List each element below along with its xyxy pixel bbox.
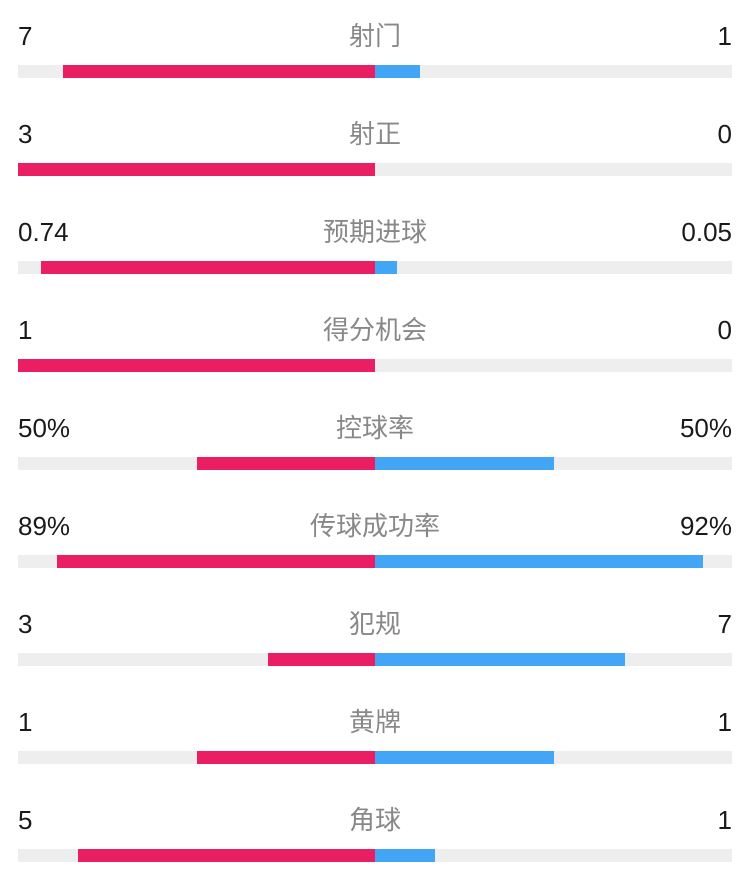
stat-header: 89%传球成功率92% (18, 506, 732, 543)
stat-row: 1黄牌1 (18, 686, 732, 764)
stat-left-value: 3 (18, 119, 98, 150)
stat-right-value: 0.05 (652, 217, 732, 248)
stat-left-value: 1 (18, 707, 98, 738)
stat-bar-left-fill (41, 261, 376, 274)
stat-bar-left-half (18, 359, 375, 372)
stat-right-value: 0 (652, 315, 732, 346)
stat-right-value: 92% (652, 511, 732, 542)
stat-bar-left-half (18, 65, 375, 78)
stat-bar-right-half (375, 163, 732, 176)
match-stats-container: 7射门13射正00.74预期进球0.051得分机会050%控球率50%89%传球… (0, 0, 750, 862)
stat-bar-right-half (375, 751, 732, 764)
stat-bar-left-half (18, 751, 375, 764)
stat-left-value: 50% (18, 413, 98, 444)
stat-bar-right-fill (375, 457, 554, 470)
stat-bar-left-half (18, 555, 375, 568)
stat-row: 50%控球率50% (18, 392, 732, 470)
stat-row: 3犯规7 (18, 588, 732, 666)
stat-row: 7射门1 (18, 0, 732, 78)
stat-header: 1黄牌1 (18, 702, 732, 739)
stat-bar-right-fill (375, 65, 420, 78)
stat-row: 0.74预期进球0.05 (18, 196, 732, 274)
stat-bar-left-fill (18, 359, 375, 372)
stat-bar-right-half (375, 457, 732, 470)
stat-label: 控球率 (98, 408, 652, 445)
stat-label: 射门 (98, 16, 652, 53)
stat-row: 89%传球成功率92% (18, 490, 732, 568)
stat-left-value: 0.74 (18, 217, 98, 248)
stat-label: 射正 (98, 114, 652, 151)
stat-label: 犯规 (98, 604, 652, 641)
stat-right-value: 7 (652, 609, 732, 640)
stat-bar-left-half (18, 261, 375, 274)
stat-label: 黄牌 (98, 702, 652, 739)
stat-header: 5角球1 (18, 800, 732, 837)
stat-right-value: 1 (652, 21, 732, 52)
stat-header: 50%控球率50% (18, 408, 732, 445)
stat-bar-left-fill (57, 555, 375, 568)
stat-bar-track (18, 65, 732, 78)
stat-left-value: 3 (18, 609, 98, 640)
stat-header: 3射正0 (18, 114, 732, 151)
stat-row: 3射正0 (18, 98, 732, 176)
stat-label: 得分机会 (98, 310, 652, 347)
stat-bar-right-half (375, 261, 732, 274)
stat-right-value: 1 (652, 707, 732, 738)
stat-bar-left-fill (78, 849, 375, 862)
stat-bar-right-fill (375, 261, 397, 274)
stat-left-value: 1 (18, 315, 98, 346)
stat-bar-right-fill (375, 555, 703, 568)
stat-bar-track (18, 359, 732, 372)
stat-bar-track (18, 261, 732, 274)
stat-right-value: 50% (652, 413, 732, 444)
stat-bar-right-fill (375, 653, 625, 666)
stat-header: 1得分机会0 (18, 310, 732, 347)
stat-bar-left-half (18, 163, 375, 176)
stat-header: 7射门1 (18, 16, 732, 53)
stat-left-value: 89% (18, 511, 98, 542)
stat-row: 5角球1 (18, 784, 732, 862)
stat-right-value: 1 (652, 805, 732, 836)
stat-bar-left-half (18, 849, 375, 862)
stat-bar-left-half (18, 653, 375, 666)
stat-bar-left-fill (18, 163, 375, 176)
stat-bar-right-fill (375, 751, 554, 764)
stat-bar-left-fill (63, 65, 375, 78)
stat-bar-track (18, 653, 732, 666)
stat-bar-track (18, 849, 732, 862)
stat-bar-right-half (375, 653, 732, 666)
stat-bar-track (18, 163, 732, 176)
stat-bar-left-fill (197, 457, 376, 470)
stat-label: 预期进球 (98, 212, 652, 249)
stat-bar-right-half (375, 65, 732, 78)
stat-row: 1得分机会0 (18, 294, 732, 372)
stat-label: 传球成功率 (98, 506, 652, 543)
stat-bar-left-fill (197, 751, 376, 764)
stat-bar-track (18, 751, 732, 764)
stat-bar-left-fill (268, 653, 375, 666)
stat-label: 角球 (98, 800, 652, 837)
stat-right-value: 0 (652, 119, 732, 150)
stat-left-value: 7 (18, 21, 98, 52)
stat-bar-right-fill (375, 849, 435, 862)
stat-left-value: 5 (18, 805, 98, 836)
stat-bar-track (18, 457, 732, 470)
stat-header: 0.74预期进球0.05 (18, 212, 732, 249)
stat-bar-right-half (375, 555, 732, 568)
stat-bar-right-half (375, 849, 732, 862)
stat-bar-track (18, 555, 732, 568)
stat-bar-right-half (375, 359, 732, 372)
stat-bar-left-half (18, 457, 375, 470)
stat-header: 3犯规7 (18, 604, 732, 641)
